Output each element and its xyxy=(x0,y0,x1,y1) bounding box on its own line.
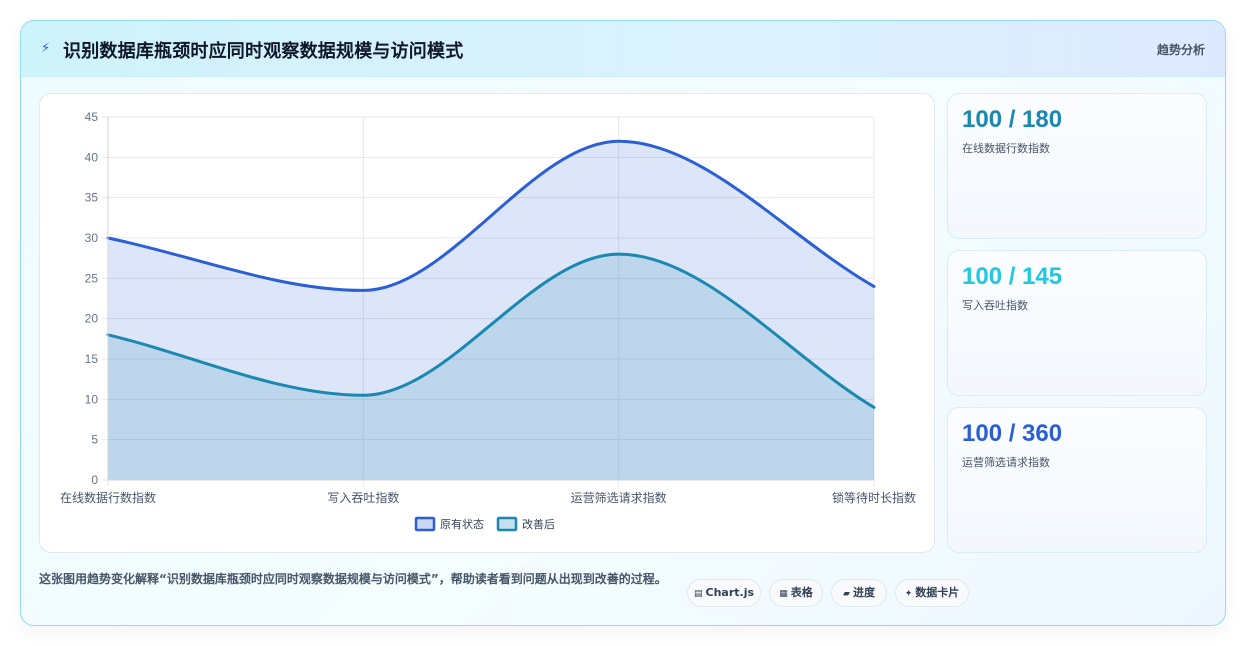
legend-swatch-1 xyxy=(414,516,436,532)
pill-chartjs[interactable]: ▤ Chart.js xyxy=(687,579,761,607)
card-icon: ✦ xyxy=(904,589,913,599)
y-tick-label: 45 xyxy=(85,110,99,124)
y-tick-label: 10 xyxy=(85,392,99,406)
legend-swatch-2 xyxy=(496,516,518,532)
series-area-1 xyxy=(108,141,874,480)
chart-card: ⚡ 识别数据库瓶颈时应同时观察数据规模与访问模式 趋势分析 0 5 10 15 20 25… xyxy=(20,20,1226,626)
y-tick-label: 0 xyxy=(91,473,98,487)
lightning-icon: ⚡ xyxy=(41,41,51,56)
card-header: ⚡ 识别数据库瓶颈时应同时观察数据规模与访问模式 趋势分析 xyxy=(21,21,1225,77)
y-tick-label: 5 xyxy=(91,433,98,447)
y-tick-label: 25 xyxy=(85,271,99,285)
y-tick-label: 30 xyxy=(85,231,99,245)
series-line-1 xyxy=(106,139,876,292)
pill-label: Chart.js xyxy=(705,586,755,599)
x-tick-label: 写入吞吐指数 xyxy=(327,490,399,505)
category-tag: 趋势分析 xyxy=(1156,43,1205,57)
area-chart: 0 5 10 15 20 25 30 35 40 45 在线数据行数指数 写入吞吐指数 运营筛选请求指数… xyxy=(60,110,916,532)
chart-description: 这张图用趋势变化解释“识别数据库瓶颈时应同时观察数据规模与访问模式”，帮助读者看… xyxy=(39,572,667,586)
legend-label-1: 原有状态 xyxy=(440,517,484,531)
chart-panel: 0 5 10 15 20 25 30 35 40 45 在线数据行数指数 写入吞吐指数 运营筛选请求指数… xyxy=(39,93,935,553)
legend-label-2: 改善后 xyxy=(522,517,555,531)
y-tick-label: 15 xyxy=(85,352,99,366)
stat-value: 100 / 360 xyxy=(962,420,1063,447)
series-line-2 xyxy=(106,252,876,409)
pill-data-card[interactable]: ✦ 数据卡片 xyxy=(895,579,969,607)
pill-label: 数据卡片 xyxy=(915,586,960,599)
stat-card-2: 100 / 145 写入吞吐指数 xyxy=(947,250,1207,396)
stat-label: 写入吞吐指数 xyxy=(962,299,1028,312)
pill-table[interactable]: ▦ 表格 xyxy=(769,579,823,607)
page-title: 识别数据库瓶颈时应同时观察数据规模与访问模式 xyxy=(63,41,464,62)
progress-icon: ▰ xyxy=(843,589,850,599)
pill-progress[interactable]: ▰ 进度 xyxy=(831,579,887,607)
series-area-2 xyxy=(108,254,874,480)
x-tick-label: 在线数据行数指数 xyxy=(60,490,156,505)
table-icon: ▦ xyxy=(779,589,788,599)
x-tick-label: 运营筛选请求指数 xyxy=(571,490,667,505)
y-tick-label: 35 xyxy=(85,191,99,205)
pill-label: 表格 xyxy=(790,586,813,599)
stat-value: 100 / 145 xyxy=(962,263,1063,290)
y-tick-label: 20 xyxy=(85,312,99,326)
stat-label: 在线数据行数指数 xyxy=(962,142,1050,155)
y-tick-label: 40 xyxy=(85,150,99,164)
x-tick-label: 锁等待时长指数 xyxy=(832,490,916,505)
stat-label: 运营筛选请求指数 xyxy=(962,456,1050,469)
pill-label: 进度 xyxy=(852,586,875,599)
stat-card-1: 100 / 180 在线数据行数指数 xyxy=(947,93,1207,239)
stat-value: 100 / 180 xyxy=(962,106,1063,133)
chart-icon: ▤ xyxy=(693,589,703,599)
stat-card-3: 100 / 360 运营筛选请求指数 xyxy=(947,407,1207,553)
